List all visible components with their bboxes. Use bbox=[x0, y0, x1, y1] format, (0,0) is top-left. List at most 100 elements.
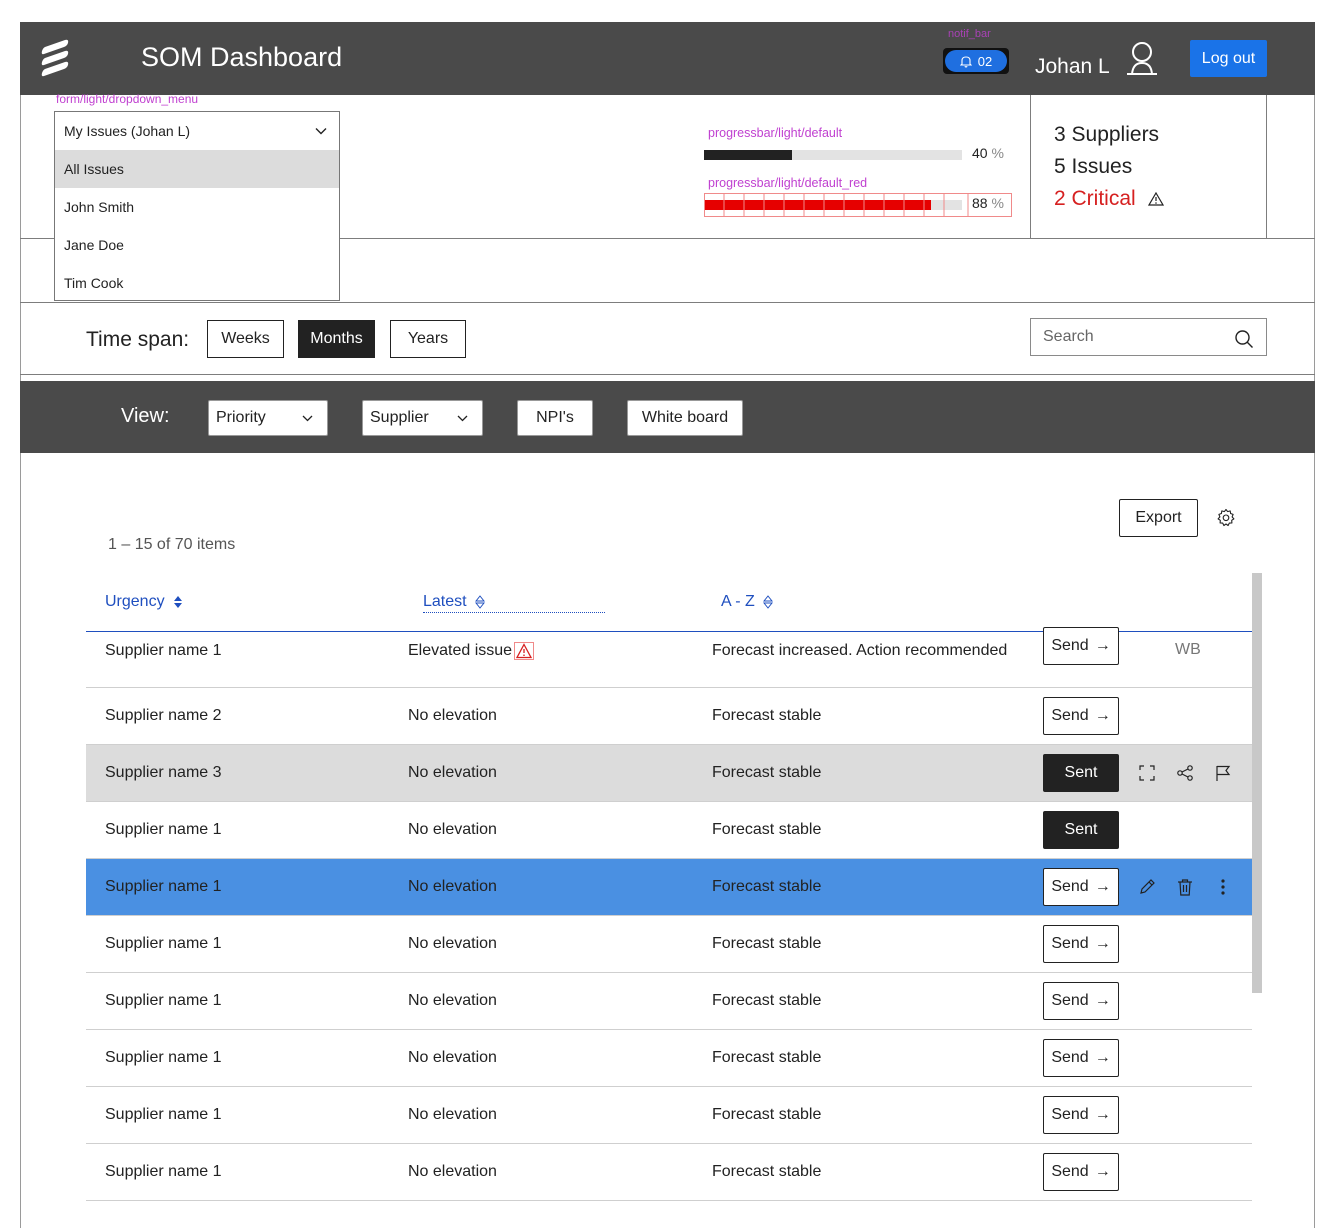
table-row[interactable]: Supplier name 1 Elevated issue Forecast … bbox=[86, 627, 1252, 688]
sort-icon bbox=[762, 595, 773, 609]
table-row[interactable]: Supplier name 1 No elevation Forecast st… bbox=[86, 973, 1252, 1030]
share-icon[interactable] bbox=[1176, 764, 1194, 782]
cell-supplier: Supplier name 1 bbox=[105, 1163, 222, 1180]
summary-panel: 3 Suppliers 5 Issues 2 Critical bbox=[1030, 95, 1267, 239]
scrollbar[interactable] bbox=[1252, 573, 1262, 993]
cell-forecast: Forecast stable bbox=[712, 1049, 822, 1066]
send-button-label: Send bbox=[1051, 1106, 1089, 1123]
priority-select-label: Priority bbox=[216, 409, 266, 426]
cell-forecast: Forecast increased. Action recommended bbox=[712, 642, 1008, 659]
cell-supplier: Supplier name 1 bbox=[105, 878, 222, 895]
notif-component-label: notif_bar bbox=[948, 28, 991, 40]
column-header-az[interactable]: A - Z bbox=[721, 593, 773, 611]
column-header-latest[interactable]: Latest bbox=[423, 593, 485, 611]
table-row[interactable]: Supplier name 1 No elevation Forecast st… bbox=[86, 859, 1252, 916]
top-header bbox=[20, 22, 1315, 95]
column-header-label: Latest bbox=[423, 593, 467, 610]
export-button[interactable]: Export bbox=[1119, 499, 1198, 537]
timespan-weeks-button[interactable]: Weeks bbox=[207, 320, 284, 358]
more-vertical-icon[interactable] bbox=[1214, 878, 1232, 896]
send-button[interactable]: Send → bbox=[1043, 982, 1119, 1020]
issues-dropdown[interactable]: My Issues (Johan L) All Issues John Smit… bbox=[54, 111, 340, 301]
arrow-right-icon: → bbox=[1094, 1106, 1111, 1123]
send-button[interactable]: Send → bbox=[1043, 697, 1119, 735]
warning-icon bbox=[1147, 192, 1164, 206]
dropdown-option[interactable]: John Smith bbox=[64, 199, 135, 215]
cell-supplier: Supplier name 1 bbox=[105, 935, 222, 952]
send-button-label: Send bbox=[1051, 992, 1089, 1009]
flag-icon[interactable] bbox=[1214, 764, 1232, 782]
send-button[interactable]: Send → bbox=[1043, 925, 1119, 963]
cell-forecast: Forecast stable bbox=[712, 821, 822, 838]
pencil-icon[interactable] bbox=[1138, 878, 1156, 896]
table-row[interactable]: Supplier name 1 No elevation Forecast st… bbox=[86, 1087, 1252, 1144]
send-button[interactable]: Send → bbox=[1043, 868, 1119, 906]
cell-forecast: Forecast stable bbox=[712, 707, 822, 724]
arrow-right-icon: → bbox=[1094, 1163, 1111, 1180]
cell-latest: Elevated issue bbox=[408, 642, 513, 659]
cell-latest: No elevation bbox=[408, 1049, 497, 1066]
cell-supplier: Supplier name 1 bbox=[105, 1106, 222, 1123]
arrow-right-icon: → bbox=[1094, 637, 1111, 654]
dropdown-selected-label: My Issues (Johan L) bbox=[64, 123, 191, 139]
cell-supplier: Supplier name 1 bbox=[105, 642, 222, 659]
gear-icon[interactable] bbox=[1216, 508, 1236, 528]
cell-forecast: Forecast stable bbox=[712, 935, 822, 952]
cell-latest: No elevation bbox=[408, 1163, 497, 1180]
view-label: View: bbox=[121, 405, 170, 427]
send-button-label: Send bbox=[1051, 1163, 1089, 1180]
search-icon[interactable] bbox=[1234, 329, 1254, 349]
table-row[interactable]: Supplier name 1 No elevation Forecast st… bbox=[86, 802, 1252, 859]
search-input[interactable] bbox=[1031, 319, 1221, 355]
dropdown-option[interactable]: Jane Doe bbox=[64, 237, 124, 253]
column-header-label: A - Z bbox=[721, 593, 755, 610]
progressbar-label: progressbar/light/default_red bbox=[708, 176, 868, 190]
expand-icon[interactable] bbox=[1138, 764, 1156, 782]
table-row[interactable]: Supplier name 2 No elevation Forecast st… bbox=[86, 688, 1252, 745]
timespan-years-button[interactable]: Years bbox=[390, 320, 466, 358]
summary-issues: 5 Issues bbox=[1054, 155, 1133, 178]
sent-button[interactable]: Sent bbox=[1043, 811, 1119, 849]
column-header-urgency[interactable]: Urgency bbox=[105, 593, 183, 611]
notification-badge[interactable]: 02 bbox=[943, 48, 1009, 74]
progressbar-label: progressbar/light/default bbox=[708, 126, 843, 140]
cell-latest: No elevation bbox=[408, 935, 497, 952]
timespan-months-button[interactable]: Months bbox=[298, 320, 375, 358]
table-row[interactable]: Supplier name 1 No elevation Forecast st… bbox=[86, 916, 1252, 973]
trash-icon[interactable] bbox=[1176, 878, 1194, 896]
user-icon[interactable] bbox=[1125, 40, 1159, 76]
dropdown-component-label: form/light/dropdown_menu bbox=[56, 92, 199, 106]
dropdown-selected[interactable]: My Issues (Johan L) bbox=[55, 112, 339, 150]
cell-forecast: Forecast stable bbox=[712, 992, 822, 1009]
supplier-select[interactable]: Supplier bbox=[362, 400, 483, 436]
table-row[interactable]: Supplier name 1 No elevation Forecast st… bbox=[86, 1030, 1252, 1087]
divider bbox=[1267, 238, 1315, 239]
send-button[interactable]: Send → bbox=[1043, 627, 1119, 665]
whiteboard-button[interactable]: White board bbox=[627, 400, 743, 436]
progressbar-value-number: 88 bbox=[972, 195, 988, 211]
progressbar-red bbox=[704, 200, 962, 210]
cell-supplier: Supplier name 2 bbox=[105, 707, 222, 724]
supplier-select-label: Supplier bbox=[370, 409, 429, 426]
arrow-right-icon: → bbox=[1094, 992, 1111, 1009]
dropdown-option[interactable]: Tim Cook bbox=[64, 275, 124, 291]
dropdown-option[interactable]: All Issues bbox=[55, 150, 339, 188]
cell-latest-wrap: Elevated issue bbox=[408, 642, 535, 660]
cell-latest: No elevation bbox=[408, 1106, 497, 1123]
wb-label: WB bbox=[1175, 641, 1201, 658]
arrow-right-icon: → bbox=[1094, 935, 1111, 952]
progressbar-fill bbox=[704, 150, 792, 160]
send-button[interactable]: Send → bbox=[1043, 1153, 1119, 1191]
chevron-down-icon bbox=[457, 415, 468, 421]
cell-forecast: Forecast stable bbox=[712, 1106, 822, 1123]
logout-button[interactable]: Log out bbox=[1190, 40, 1267, 77]
send-button[interactable]: Send → bbox=[1043, 1096, 1119, 1134]
priority-select[interactable]: Priority bbox=[208, 400, 328, 436]
column-header-underline bbox=[423, 612, 605, 613]
bell-icon bbox=[959, 55, 972, 67]
send-button[interactable]: Send → bbox=[1043, 1039, 1119, 1077]
npis-button[interactable]: NPI's bbox=[517, 400, 593, 436]
sent-button[interactable]: Sent bbox=[1043, 754, 1119, 792]
table-row[interactable]: Supplier name 3 No elevation Forecast st… bbox=[86, 745, 1252, 802]
table-row[interactable]: Supplier name 1 No elevation Forecast st… bbox=[86, 1144, 1252, 1201]
